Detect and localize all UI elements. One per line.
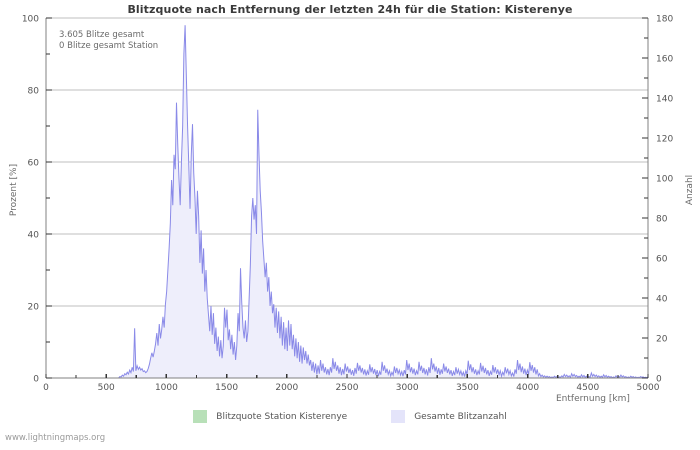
svg-text:100: 100 <box>22 15 39 25</box>
svg-text:0: 0 <box>43 383 49 393</box>
svg-text:1000: 1000 <box>155 383 178 393</box>
svg-text:40: 40 <box>28 231 40 241</box>
svg-text:20: 20 <box>656 335 668 345</box>
svg-text:2000: 2000 <box>275 383 298 393</box>
legend-label-total: Gesamte Blitzanzahl <box>414 411 507 422</box>
axis-tick-labels: 0 500 1000 1500 2000 2500 3000 3500 4000 4500 5000… <box>22 15 674 394</box>
x-axis-label: Entfernung [km] <box>556 394 630 404</box>
svg-text:180: 180 <box>656 15 673 25</box>
svg-text:4000: 4000 <box>516 383 539 393</box>
svg-text:80: 80 <box>656 215 668 225</box>
svg-text:60: 60 <box>28 159 40 169</box>
svg-text:60: 60 <box>656 255 668 265</box>
svg-text:100: 100 <box>656 175 673 185</box>
grid-lines <box>46 17 648 307</box>
legend-swatch-station <box>193 410 208 423</box>
svg-text:3000: 3000 <box>396 383 419 393</box>
svg-text:0: 0 <box>33 375 39 385</box>
legend-item-station[interactable]: Blitzquote Station Kisterenye <box>193 410 347 423</box>
svg-text:40: 40 <box>656 295 668 305</box>
axis-lines <box>45 17 649 379</box>
chart-legend: Blitzquote Station Kisterenye Gesamte Bl… <box>0 410 700 423</box>
legend-item-total[interactable]: Gesamte Blitzanzahl <box>391 410 507 423</box>
svg-text:4500: 4500 <box>576 383 599 393</box>
svg-text:5000: 5000 <box>637 383 660 393</box>
svg-text:160: 160 <box>656 55 673 65</box>
station-strokes-text: 0 Blitze gesamt Station <box>59 41 159 51</box>
legend-label-station: Blitzquote Station Kisterenye <box>216 411 348 422</box>
svg-text:140: 140 <box>656 95 673 105</box>
svg-text:120: 120 <box>656 135 673 145</box>
svg-text:500: 500 <box>98 383 115 393</box>
stroke-count-annotation: 3.605 Blitze gesamt 0 Blitze gesamt Stat… <box>59 30 158 52</box>
svg-text:20: 20 <box>28 303 40 313</box>
svg-text:2500: 2500 <box>336 383 359 393</box>
legend-swatch-total <box>391 410 406 423</box>
svg-text:3500: 3500 <box>456 383 479 393</box>
total-strokes-area <box>46 25 649 379</box>
y-axis-label-right: Anzahl <box>685 174 695 206</box>
y-axis-label-left: Prozent [%] <box>9 163 19 217</box>
total-strokes-text: 3.605 Blitze gesamt <box>59 30 145 40</box>
chart-title: Blitzquote nach Entfernung der letzten 2… <box>127 3 573 16</box>
footer-url: www.lightningmaps.org <box>5 433 106 443</box>
axis-ticks <box>45 17 649 379</box>
svg-text:0: 0 <box>656 375 662 385</box>
svg-text:80: 80 <box>28 87 40 97</box>
svg-text:1500: 1500 <box>215 383 238 393</box>
